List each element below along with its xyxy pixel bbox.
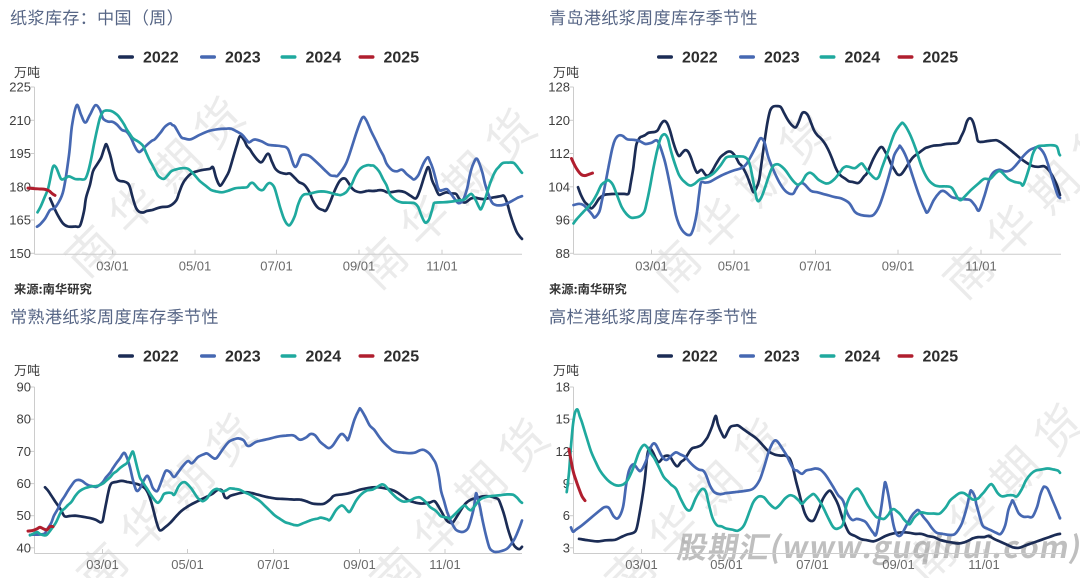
svg-text:180: 180 bbox=[9, 179, 31, 194]
svg-text:09/01: 09/01 bbox=[343, 557, 376, 572]
svg-text:18: 18 bbox=[556, 380, 570, 395]
svg-text:6: 6 bbox=[563, 508, 570, 523]
svg-text:120: 120 bbox=[548, 113, 570, 128]
svg-text:05/01: 05/01 bbox=[171, 557, 204, 572]
svg-text:80: 80 bbox=[17, 412, 31, 427]
svg-text:2025: 2025 bbox=[384, 349, 420, 366]
svg-text:2024: 2024 bbox=[845, 50, 881, 67]
svg-text:40: 40 bbox=[17, 540, 31, 555]
svg-text:2023: 2023 bbox=[225, 349, 261, 366]
svg-text:2022: 2022 bbox=[143, 349, 179, 366]
svg-text:2025: 2025 bbox=[923, 349, 959, 366]
svg-text:210: 210 bbox=[9, 113, 31, 128]
svg-text:2022: 2022 bbox=[143, 50, 179, 67]
svg-text:9: 9 bbox=[563, 476, 570, 491]
svg-text:03/01: 03/01 bbox=[96, 259, 129, 274]
svg-text:128: 128 bbox=[548, 80, 570, 95]
svg-text:225: 225 bbox=[9, 80, 31, 95]
svg-text:11/01: 11/01 bbox=[426, 259, 458, 274]
svg-text:05/01: 05/01 bbox=[718, 259, 751, 274]
svg-text:15: 15 bbox=[556, 412, 570, 427]
svg-text:150: 150 bbox=[9, 246, 31, 261]
svg-text:07/01: 07/01 bbox=[260, 259, 293, 274]
svg-text:09/01: 09/01 bbox=[882, 557, 915, 572]
svg-text:03/01: 03/01 bbox=[86, 557, 119, 572]
svg-text:60: 60 bbox=[17, 476, 31, 491]
svg-text:2024: 2024 bbox=[845, 349, 881, 366]
svg-text:2023: 2023 bbox=[764, 50, 800, 67]
svg-text:50: 50 bbox=[17, 508, 31, 523]
svg-text:05/01: 05/01 bbox=[710, 557, 743, 572]
svg-text:165: 165 bbox=[9, 213, 31, 228]
svg-text:2025: 2025 bbox=[384, 50, 420, 67]
svg-text:2023: 2023 bbox=[225, 50, 261, 67]
svg-text:07/01: 07/01 bbox=[796, 557, 829, 572]
svg-text:09/01: 09/01 bbox=[343, 259, 376, 274]
svg-text:70: 70 bbox=[17, 444, 31, 459]
svg-text:2025: 2025 bbox=[923, 50, 959, 67]
svg-text:112: 112 bbox=[549, 146, 570, 161]
svg-text:03/01: 03/01 bbox=[635, 259, 668, 274]
svg-text:11/01: 11/01 bbox=[429, 557, 461, 572]
svg-text:90: 90 bbox=[17, 380, 31, 395]
svg-text:07/01: 07/01 bbox=[257, 557, 290, 572]
svg-text:104: 104 bbox=[548, 179, 570, 194]
svg-text:96: 96 bbox=[556, 213, 570, 228]
svg-text:2022: 2022 bbox=[682, 349, 718, 366]
svg-text:07/01: 07/01 bbox=[799, 259, 832, 274]
svg-text:09/01: 09/01 bbox=[882, 259, 915, 274]
svg-text:03/01: 03/01 bbox=[625, 557, 658, 572]
svg-text:11/01: 11/01 bbox=[968, 557, 1000, 572]
svg-text:2023: 2023 bbox=[764, 349, 800, 366]
svg-text:12: 12 bbox=[556, 444, 570, 459]
svg-text:11/01: 11/01 bbox=[965, 259, 997, 274]
svg-text:88: 88 bbox=[556, 246, 570, 261]
svg-text:05/01: 05/01 bbox=[179, 259, 212, 274]
svg-text:195: 195 bbox=[9, 146, 31, 161]
svg-text:2022: 2022 bbox=[682, 50, 718, 67]
svg-text:3: 3 bbox=[563, 540, 570, 555]
svg-text:2024: 2024 bbox=[306, 349, 342, 366]
svg-text:2024: 2024 bbox=[306, 50, 342, 67]
